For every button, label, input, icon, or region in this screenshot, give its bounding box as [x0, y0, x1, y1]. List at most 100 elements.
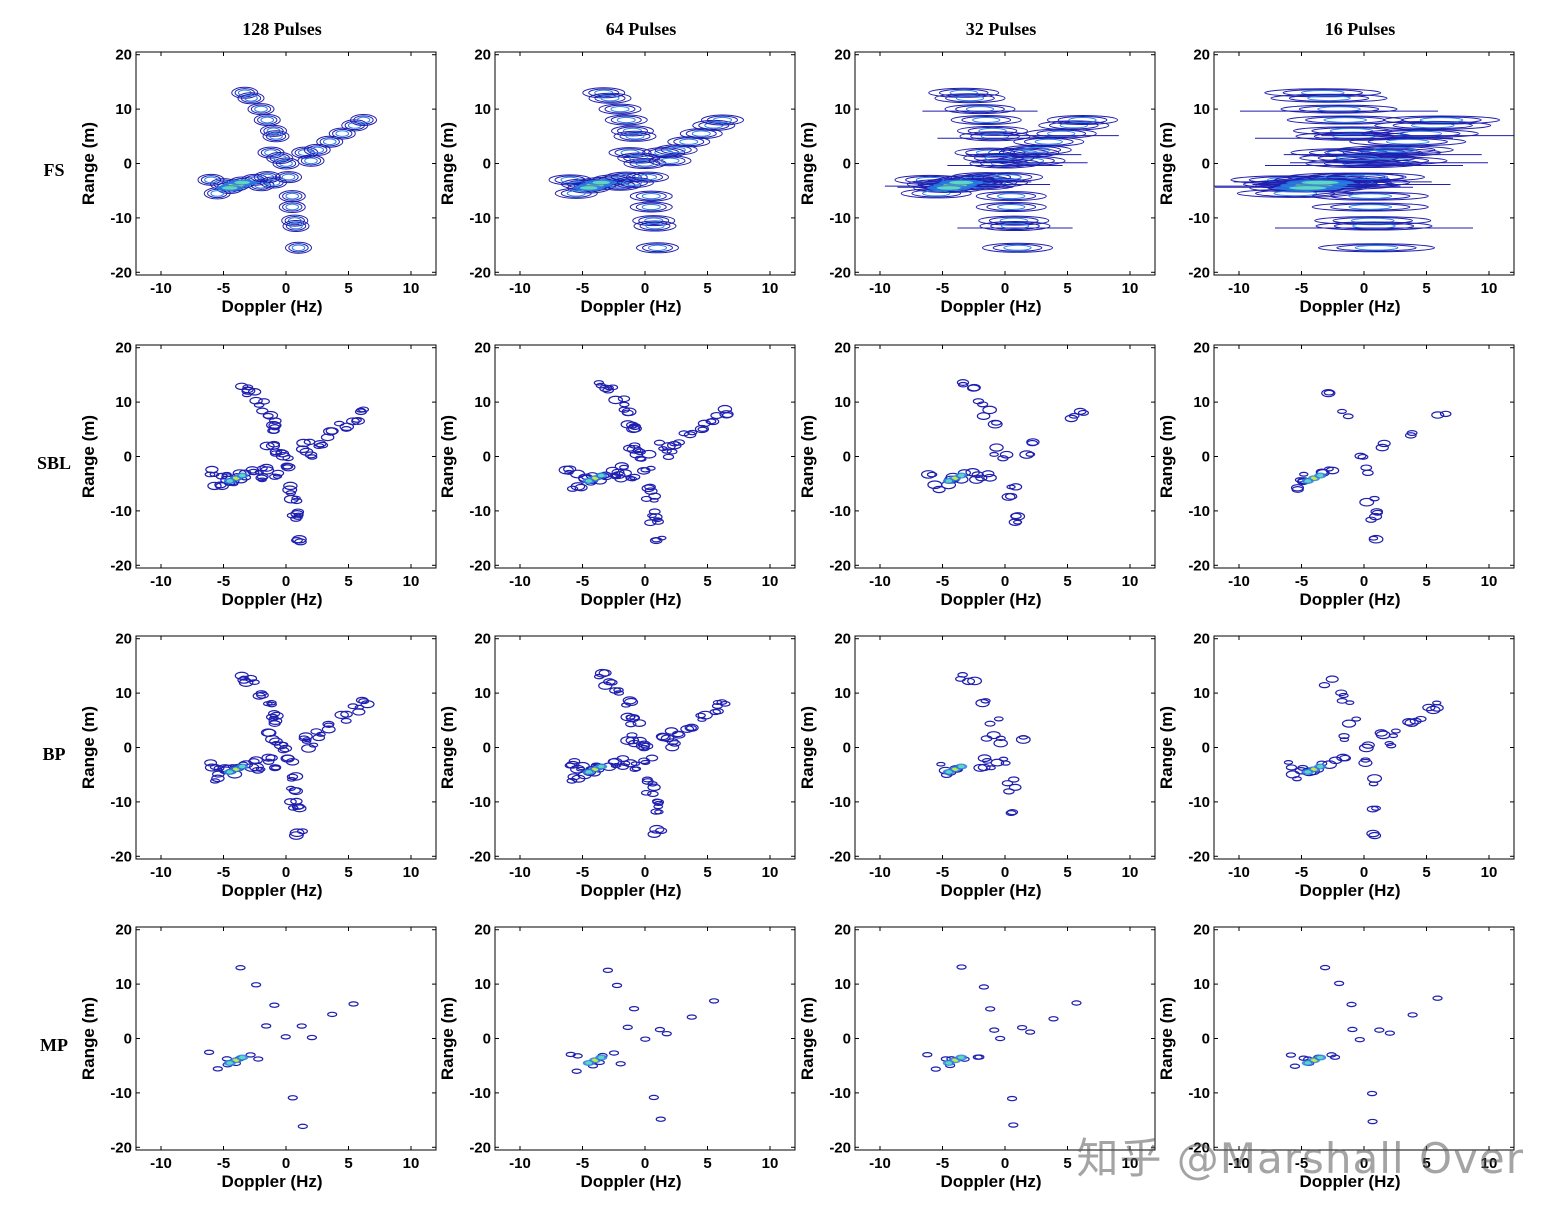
contour-mark [708, 998, 720, 1004]
x-tick-label: -10 [509, 864, 531, 881]
contour-mark [269, 417, 282, 425]
contour-mark [984, 155, 1013, 162]
y-tick-label: 0 [1202, 740, 1210, 757]
contour-mark [1273, 190, 1318, 197]
contour-mark [627, 476, 638, 482]
contour-mark [1357, 453, 1369, 460]
contour-mark [283, 494, 299, 504]
contour-mark [1308, 172, 1425, 182]
contour-mark [259, 441, 275, 451]
contour-mark [922, 190, 951, 197]
y-tick-label: -20 [469, 264, 491, 281]
contour-mark [1264, 88, 1382, 98]
contour-mark [1048, 1016, 1059, 1022]
panel-sbl-3: -10 -5 0 5 10 -20 -10 0 10 20 Doppler (Hz) Range (m… [1157, 340, 1515, 609]
contour-mark [286, 773, 299, 780]
row-label-bp: BP [42, 744, 65, 764]
contour-mark [957, 125, 1028, 136]
contour-mark [623, 697, 639, 707]
contour-mark [1407, 1012, 1418, 1018]
x-tick-label: 10 [1122, 1155, 1139, 1172]
contour-mark [565, 760, 580, 769]
hot-spot-core [585, 770, 593, 774]
contour-mark [284, 798, 297, 806]
contour-mark [615, 1061, 626, 1067]
y-tick-label: 10 [834, 394, 851, 411]
contour-mark [1368, 534, 1384, 544]
contour-mark [250, 104, 272, 114]
contour-mark [570, 764, 586, 774]
contour-mark [957, 381, 969, 388]
contour-mark [652, 517, 663, 523]
y-tick-label: 0 [483, 156, 491, 173]
x-axis-label: Doppler (Hz) [940, 297, 1041, 316]
contour-mark [617, 126, 648, 136]
x-tick-label: 0 [1360, 573, 1368, 590]
contour-mark [1360, 464, 1373, 471]
contour-mark [635, 741, 650, 751]
contour-mark [991, 419, 1002, 426]
contour-mark [251, 982, 262, 988]
contour-mark [653, 804, 664, 810]
x-axis-label: Doppler (Hz) [1299, 1172, 1400, 1191]
contour-mark [1362, 469, 1374, 477]
contour-mark [1315, 221, 1433, 231]
y-tick-label: 10 [834, 101, 851, 118]
contour-mark [1422, 703, 1436, 712]
y-tick-label: -10 [110, 1085, 132, 1102]
y-tick-label: -10 [1188, 210, 1210, 227]
x-axis-label: Doppler (Hz) [1299, 590, 1400, 609]
contour-mark [653, 439, 666, 446]
y-tick-label: -10 [829, 794, 851, 811]
contour-mark [265, 754, 278, 762]
contour-mark [697, 426, 708, 432]
contour-mark [1305, 159, 1423, 168]
contour-mark [1319, 964, 1331, 971]
contour-mark [1314, 216, 1432, 226]
contour-mark [666, 146, 686, 154]
contour-mark [281, 173, 296, 181]
contour-mark [1345, 700, 1355, 706]
axes-frame [494, 926, 796, 1151]
contour-mark [980, 698, 991, 704]
contour-mark [316, 135, 344, 148]
contour-mark [203, 1049, 215, 1056]
contour-mark [1430, 703, 1444, 712]
contour-mark [571, 774, 586, 783]
contour-mark [1000, 760, 1011, 766]
contour-mark [1348, 204, 1393, 210]
contour-mark [613, 130, 657, 142]
contour-mark [975, 202, 1047, 213]
y-tick-label: -20 [110, 264, 132, 281]
x-axis-label: Doppler (Hz) [221, 590, 322, 609]
contour-mark [610, 105, 630, 113]
contour-mark [686, 1014, 697, 1020]
contour-mark [647, 790, 659, 798]
x-tick-label: -5 [217, 280, 230, 297]
contour-mark [1298, 1055, 1309, 1061]
contour-mark [986, 203, 1037, 212]
contour-layer [1285, 964, 1443, 1125]
y-axis-label: Range (m) [438, 122, 457, 205]
contour-mark [679, 128, 723, 140]
y-tick-label: 20 [474, 631, 491, 648]
hot-spot-core [945, 479, 953, 483]
contour-mark [926, 471, 938, 478]
contour-mark [626, 171, 669, 183]
contour-mark [621, 409, 634, 417]
contour-mark [989, 451, 999, 457]
contour-mark [666, 448, 678, 455]
contour-mark [1401, 116, 1482, 124]
contour-mark [1330, 192, 1411, 200]
x-tick-label: 5 [703, 864, 711, 881]
contour-mark [273, 741, 288, 750]
contour-mark [327, 1011, 338, 1018]
x-tick-label: -5 [217, 864, 230, 881]
contour-mark [634, 455, 646, 462]
contour-mark [1336, 753, 1350, 762]
contour-mark [253, 113, 281, 126]
contour-mark [350, 113, 377, 126]
contour-mark [285, 221, 307, 231]
contour-layer [1214, 88, 1514, 253]
contour-mark [648, 1094, 659, 1101]
